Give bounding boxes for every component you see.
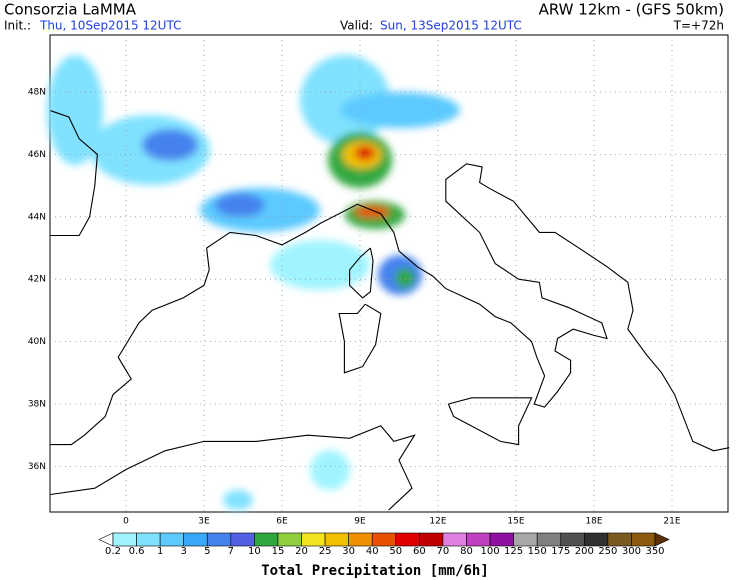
colorbar-level: 80 <box>460 546 473 557</box>
colorbar-level: 70 <box>437 546 450 557</box>
colorbar-box <box>395 532 420 547</box>
org-name: Consorzia LaMMA <box>4 1 137 19</box>
lat-label: 36N <box>28 462 46 472</box>
colorbar-box <box>584 532 609 547</box>
init-time: Thu, 10Sep2015 12UTC <box>39 19 181 33</box>
colorbar-box <box>560 532 585 547</box>
lat-label: 44N <box>28 212 46 222</box>
colorbar-under <box>98 532 114 547</box>
colorbar-level: 350 <box>645 546 664 557</box>
colorbar-box <box>513 532 538 547</box>
colorbar-level: 300 <box>622 546 641 557</box>
lat-label: 42N <box>28 275 46 285</box>
colorbar-level: 20 <box>295 546 308 557</box>
init-label: Init.: <box>4 19 31 33</box>
colorbar-box <box>466 532 491 547</box>
colorbar-box <box>419 532 444 547</box>
colorbar-level: 50 <box>389 546 402 557</box>
coastline <box>50 163 730 452</box>
colorbar-box <box>136 532 161 547</box>
colorbar-level: 200 <box>575 546 594 557</box>
lon-label: 15E <box>507 517 524 527</box>
colorbar-level: 25 <box>319 546 332 557</box>
colorbar-level: 0.6 <box>129 546 145 557</box>
lat-label: 46N <box>28 150 46 160</box>
coastline <box>447 397 533 446</box>
colorbar-box <box>254 532 279 547</box>
coastline <box>338 303 382 374</box>
colorbar-box <box>277 532 302 547</box>
coastline <box>349 247 374 299</box>
colorbar-box <box>631 532 656 547</box>
lon-label: 18E <box>585 517 602 527</box>
lat-label: 40N <box>28 337 46 347</box>
colorbar-level: 0.2 <box>105 546 121 557</box>
lon-label: 9E <box>354 517 366 527</box>
colorbar: 0.2 0.6 1 3 5 7 10 15 20 25 30 40 50 60 70 80 100 125 150 1… <box>98 532 670 557</box>
lon-label: 3E <box>198 517 210 527</box>
coastline <box>50 110 98 237</box>
colorbar-level: 125 <box>504 546 523 557</box>
lat-label: 48N <box>28 88 46 98</box>
colorbar-box <box>489 532 514 547</box>
colorbar-level: 250 <box>598 546 617 557</box>
colorbar-box <box>607 532 632 547</box>
colorbar-level: 100 <box>480 546 499 557</box>
colorbar-title: Total Precipitation [mm/6h] <box>261 563 489 579</box>
model-name: ARW 12km - (GFS 50km) <box>539 1 724 19</box>
colorbar-level: 5 <box>204 546 210 557</box>
coastline <box>50 425 416 511</box>
valid-time: Sun, 13Sep2015 12UTC <box>380 19 522 33</box>
colorbar-level: 15 <box>272 546 285 557</box>
colorbar-level: 175 <box>551 546 570 557</box>
colorbar-level: 150 <box>528 546 547 557</box>
colorbar-box <box>442 532 467 547</box>
colorbar-level: 7 <box>228 546 234 557</box>
colorbar-level: 60 <box>413 546 426 557</box>
colorbar-over <box>654 532 670 547</box>
precipitation <box>47 55 460 510</box>
lon-label: 0 <box>123 517 129 527</box>
colorbar-level: 10 <box>248 546 261 557</box>
colorbar-box <box>301 532 326 547</box>
colorbar-level: 3 <box>181 546 187 557</box>
lon-label: 12E <box>429 517 446 527</box>
lon-label: 6E <box>276 517 288 527</box>
lat-label: 38N <box>28 400 46 410</box>
lon-label: 21E <box>663 517 680 527</box>
colorbar-level: 1 <box>157 546 163 557</box>
colorbar-box <box>230 532 255 547</box>
colorbar-box <box>112 532 137 547</box>
colorbar-box <box>536 532 562 547</box>
colorbar-box <box>324 532 349 547</box>
colorbar-box <box>348 532 373 547</box>
colorbar-level: 30 <box>342 546 355 557</box>
colorbar-box <box>371 532 397 547</box>
colorbar-box <box>206 532 232 547</box>
colorbar-box <box>183 532 208 547</box>
lead-time: T=+72h <box>673 19 724 33</box>
valid-label: Valid: <box>340 19 373 33</box>
colorbar-level: 40 <box>366 546 379 557</box>
map <box>47 34 730 513</box>
colorbar-box <box>159 532 184 547</box>
